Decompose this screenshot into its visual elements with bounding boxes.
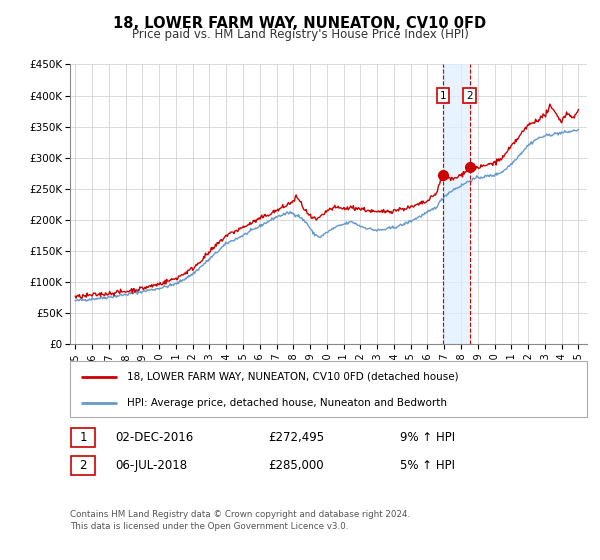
Text: Contains HM Land Registry data © Crown copyright and database right 2024.
This d: Contains HM Land Registry data © Crown c… [70,510,410,531]
Text: 18, LOWER FARM WAY, NUNEATON, CV10 0FD: 18, LOWER FARM WAY, NUNEATON, CV10 0FD [113,16,487,31]
Text: 5% ↑ HPI: 5% ↑ HPI [400,459,455,473]
Text: 02-DEC-2016: 02-DEC-2016 [115,431,193,445]
Text: 2: 2 [79,459,87,473]
Text: 9% ↑ HPI: 9% ↑ HPI [400,431,455,445]
Text: 1: 1 [79,431,87,445]
Text: 1: 1 [440,91,446,100]
Text: 2: 2 [466,91,473,100]
Text: £285,000: £285,000 [268,459,324,473]
Text: Price paid vs. HM Land Registry's House Price Index (HPI): Price paid vs. HM Land Registry's House … [131,28,469,41]
Text: 06-JUL-2018: 06-JUL-2018 [115,459,187,473]
Text: 18, LOWER FARM WAY, NUNEATON, CV10 0FD (detached house): 18, LOWER FARM WAY, NUNEATON, CV10 0FD (… [127,372,458,382]
Bar [443,64,470,344]
Text: HPI: Average price, detached house, Nuneaton and Bedworth: HPI: Average price, detached house, Nune… [127,398,447,408]
Text: £272,495: £272,495 [268,431,325,445]
